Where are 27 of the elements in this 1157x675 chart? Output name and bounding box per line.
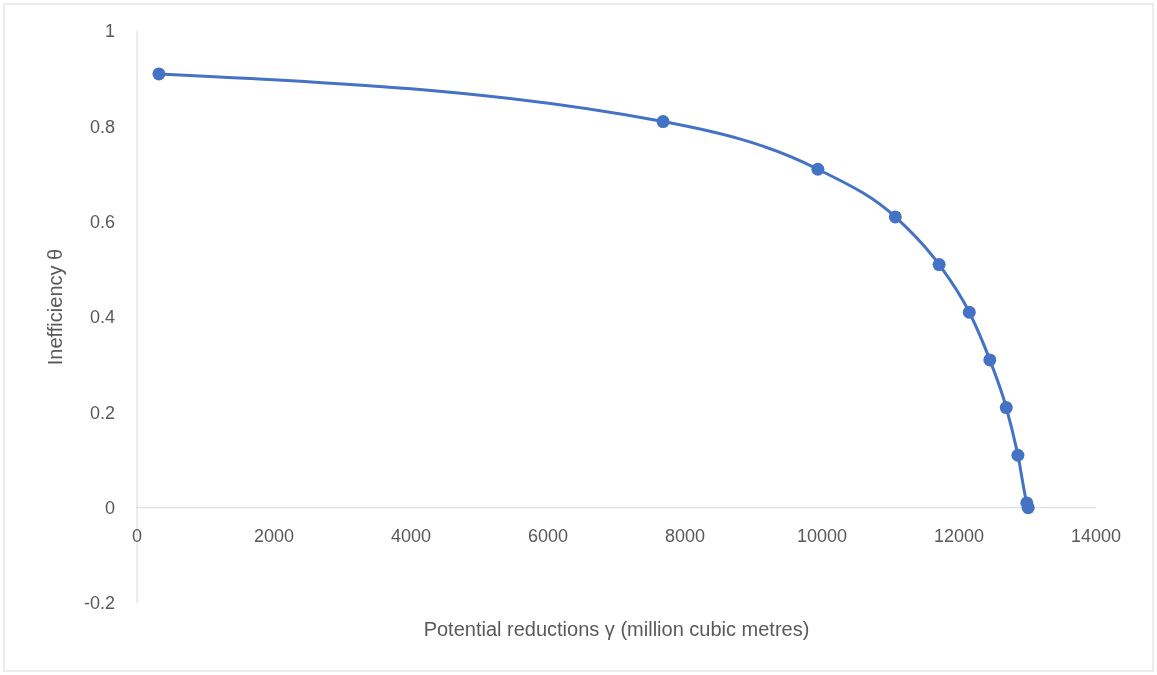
y-axis-title: Inefficiency θ (44, 248, 66, 366)
y-tick-label: 0.2 (89, 402, 115, 423)
x-tick-label: 6000 (527, 525, 569, 546)
y-tick-label: -0.2 (83, 593, 115, 614)
x-tick-label: 12000 (933, 525, 985, 546)
x-tick-label: 14000 (1070, 525, 1122, 546)
y-tick-label: 1 (104, 21, 115, 42)
point (962, 305, 976, 319)
x-axis-title: Potential reductions γ (million cubic metres) (423, 618, 810, 640)
point (152, 67, 166, 81)
point (1011, 448, 1025, 462)
y-tick-label: 0.6 (89, 211, 115, 232)
point (888, 210, 902, 224)
x-tick-label: 2000 (253, 525, 295, 546)
point (656, 115, 670, 129)
x-tick-label: 8000 (664, 525, 706, 546)
point (932, 258, 946, 272)
point (999, 401, 1013, 415)
point (811, 162, 825, 176)
y-tick-label: 0.4 (89, 307, 115, 328)
point (983, 353, 997, 367)
x-tick-label: 0 (131, 525, 143, 546)
x-tick-label: 10000 (796, 525, 848, 546)
x-tick-label: 4000 (390, 525, 432, 546)
point (1021, 501, 1035, 515)
y-tick-label: 0.8 (89, 116, 115, 137)
y-tick-label: 0 (104, 497, 115, 518)
